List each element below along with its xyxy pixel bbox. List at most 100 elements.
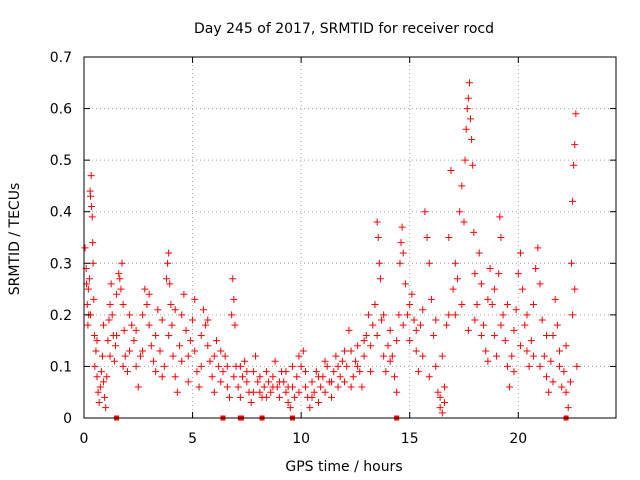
data-point (100, 321, 108, 329)
data-point (83, 301, 91, 309)
data-point (430, 331, 438, 339)
x-tick-label: 10 (292, 431, 310, 447)
data-point (145, 290, 153, 298)
data-point (102, 404, 110, 412)
data-point (295, 352, 303, 360)
data-point (206, 357, 214, 365)
data-point (219, 368, 227, 376)
data-point (360, 352, 368, 360)
data-point (547, 357, 555, 365)
data-point (351, 357, 359, 365)
data-point (482, 347, 490, 355)
data-point (391, 373, 399, 381)
data-point (480, 321, 488, 329)
data-point (204, 342, 212, 350)
data-point (463, 105, 471, 113)
data-point (107, 280, 115, 288)
data-point (573, 362, 581, 370)
data-point (288, 362, 296, 370)
data-point (456, 208, 464, 216)
data-point (427, 295, 435, 303)
data-point (260, 383, 268, 391)
data-point (341, 347, 349, 355)
data-point (147, 342, 155, 350)
data-point (195, 383, 203, 391)
data-point (414, 368, 422, 376)
data-point (570, 161, 578, 169)
data-point (458, 301, 466, 309)
data-point (85, 275, 93, 283)
data-point (282, 388, 290, 396)
data-point (291, 393, 299, 401)
data-point (468, 136, 476, 144)
data-point (488, 301, 496, 309)
data-point (417, 321, 425, 329)
data-point (473, 301, 481, 309)
data-point (301, 383, 309, 391)
data-point (180, 290, 188, 298)
data-point (560, 368, 568, 376)
data-point (523, 347, 531, 355)
data-point (508, 352, 516, 360)
y-tick-label: 0.6 (50, 102, 72, 118)
data-point (527, 337, 535, 345)
data-point (406, 337, 414, 345)
data-point (103, 373, 111, 381)
data-point (341, 378, 349, 386)
data-point (523, 311, 531, 319)
data-point (486, 264, 494, 272)
data-point (113, 331, 121, 339)
data-point (310, 388, 318, 396)
data-point (118, 259, 126, 267)
data-point (160, 362, 168, 370)
data-point (506, 383, 514, 391)
data-point (236, 393, 244, 401)
data-point (460, 218, 468, 226)
data-point (225, 393, 233, 401)
data-point (404, 311, 412, 319)
data-point (388, 352, 396, 360)
data-point (184, 378, 192, 386)
data-point (284, 399, 292, 407)
data-point (501, 337, 509, 345)
data-point (529, 352, 537, 360)
data-point (397, 239, 405, 247)
data-point (230, 295, 238, 303)
data-point (95, 399, 103, 407)
data-point (421, 208, 429, 216)
data-point (377, 316, 385, 324)
data-point (321, 357, 329, 365)
data-point (171, 373, 179, 381)
data-point (499, 311, 507, 319)
data-point (436, 393, 444, 401)
data-point (386, 357, 394, 365)
data-point (543, 331, 551, 339)
data-point (521, 321, 529, 329)
data-point (464, 326, 472, 334)
data-point (89, 239, 97, 247)
data-point (386, 326, 394, 334)
data-point (451, 311, 459, 319)
data-point (564, 404, 572, 412)
data-point (269, 383, 277, 391)
data-point (128, 321, 136, 329)
data-point (295, 388, 303, 396)
data-point (247, 399, 255, 407)
data-point (490, 331, 498, 339)
data-point (545, 388, 553, 396)
data-point (434, 388, 442, 396)
data-point (212, 337, 220, 345)
data-point (165, 249, 173, 257)
data-point (223, 383, 231, 391)
y-tick-label: 0.3 (50, 256, 72, 272)
data-point (229, 275, 237, 283)
data-point (256, 388, 264, 396)
data-point (423, 234, 431, 241)
data-point (425, 373, 433, 381)
data-point (328, 393, 336, 401)
data-point (106, 301, 114, 309)
data-point (356, 368, 364, 376)
data-point (401, 280, 409, 288)
data-point (330, 368, 338, 376)
data-point (484, 295, 492, 303)
